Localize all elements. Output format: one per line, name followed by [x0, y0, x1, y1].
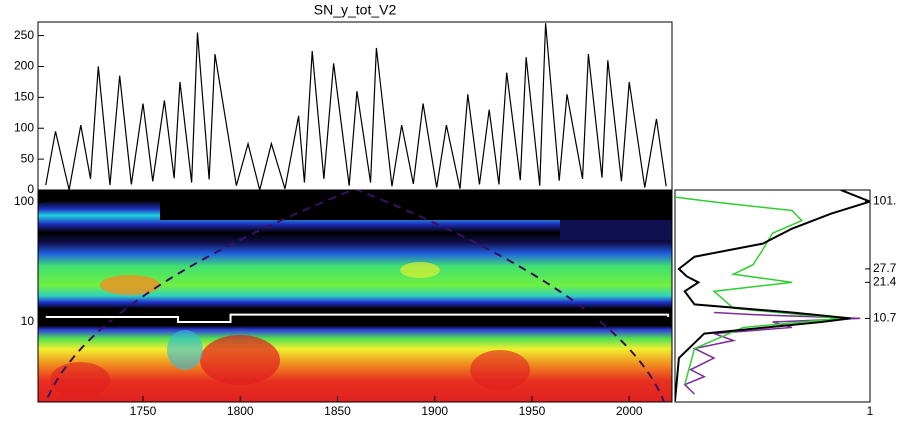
- x-tick-label: 1900: [421, 404, 448, 418]
- peak-label: 10.7: [873, 311, 897, 325]
- y-tick-label: 250: [14, 28, 34, 42]
- spectrum-line: [675, 190, 870, 401]
- peak-label: 27.7: [873, 261, 897, 275]
- x-tick-label: 1800: [227, 404, 254, 418]
- spectrum-lines: [675, 190, 870, 401]
- cone-of-influence: [44, 190, 666, 402]
- ridge-line: [45, 313, 670, 323]
- x-tick-label: 1750: [130, 404, 157, 418]
- y-tick-label: 10: [21, 314, 35, 328]
- y-tick-label: 150: [14, 90, 34, 104]
- y-tick-label: 100: [14, 120, 34, 134]
- top-frame: [37, 21, 673, 191]
- peak-label: 21.4: [873, 275, 897, 289]
- x-tick-label: 1950: [519, 404, 546, 418]
- spectrum-line: [675, 196, 841, 385]
- sunspot-line: [45, 23, 667, 191]
- wavelet-power: [38, 190, 672, 402]
- y-tick-label: 50: [21, 151, 35, 165]
- y-tick-label: 100: [14, 194, 34, 208]
- spectrum-line: [683, 311, 861, 395]
- x-tick-label: 1850: [324, 404, 351, 418]
- coi-group: [44, 190, 671, 402]
- x-tick-label: 2000: [616, 404, 643, 418]
- x-tick-label: 1: [867, 404, 874, 418]
- y-tick-label: 0: [27, 182, 34, 196]
- y-tick-label: 200: [14, 59, 34, 73]
- peak-label: 101.: [873, 194, 896, 208]
- spectrum-frame: [674, 189, 871, 403]
- chart-title: SN_y_tot_V2: [314, 2, 397, 18]
